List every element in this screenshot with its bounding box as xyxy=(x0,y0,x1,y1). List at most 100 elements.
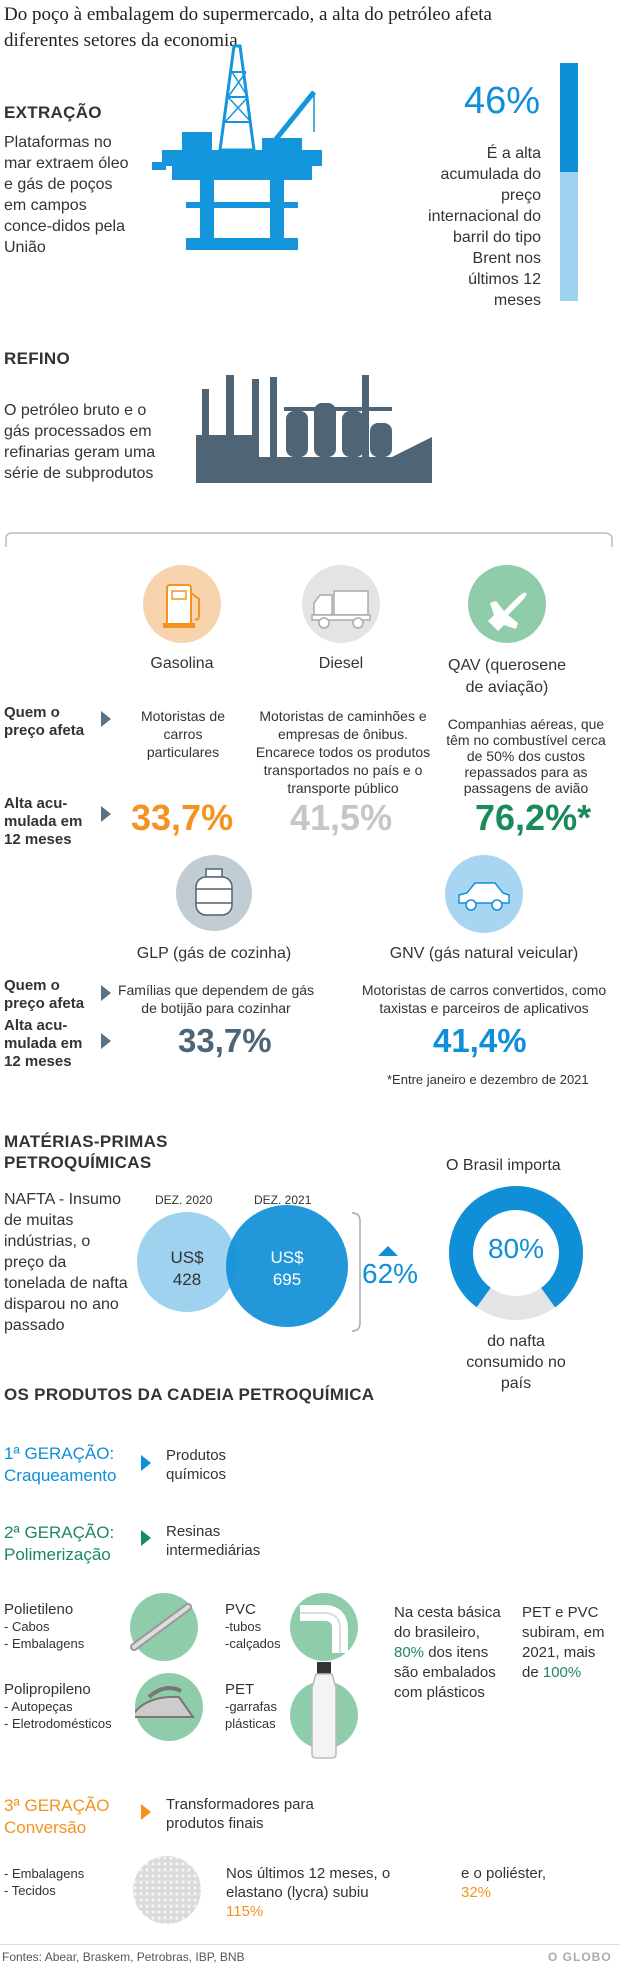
pvc-title: PVC xyxy=(225,1601,256,1618)
truck-icon xyxy=(302,565,380,643)
gen1-desc: Produtos químicos xyxy=(166,1447,227,1483)
import-text: do nafta consumido no país xyxy=(466,1333,566,1392)
footer-brand-logo: O GLOBO xyxy=(548,1950,612,1964)
poliester-pct: 32% xyxy=(461,1884,492,1901)
gen2-desc: Resinas intermediárias xyxy=(166,1523,261,1559)
fuels-footnote: *Entre janeiro e dezembro de 2021 xyxy=(387,1072,589,1087)
polietileno-title: Polietileno xyxy=(4,1601,74,1618)
gen3-arrow-icon xyxy=(141,1804,151,1820)
nafta-2021-value: US$ 695 xyxy=(270,1248,304,1289)
nafta-2020-value: US$ 428 xyxy=(170,1248,204,1289)
polipropileno-title: Polipropileno xyxy=(4,1681,91,1698)
brent-increase-bar-fill xyxy=(560,63,578,172)
row-arrow-icon xyxy=(101,1033,111,1049)
airplane-icon xyxy=(468,565,546,643)
import-label: O Brasil importa xyxy=(446,1157,561,1174)
polietileno-block: Polietileno - Cabos - Embalagens xyxy=(4,1601,84,1652)
materias-heading: MATÉRIAS-PRIMAS PETROQUÍMICAS xyxy=(4,1132,168,1172)
gen2-arrow-icon xyxy=(141,1530,151,1546)
glp-name: GLP (gás de cozinha) xyxy=(136,945,292,962)
gasolina-value: 33,7% xyxy=(131,797,234,838)
fabric-icon xyxy=(133,1856,201,1924)
gen3-item: - Tecidos xyxy=(4,1883,56,1898)
extracao-heading: EXTRAÇÃO xyxy=(4,103,102,122)
elastano-text: Nos últimos 12 meses, o elastano (lycra)… xyxy=(226,1865,391,1920)
pet-item: -garrafas xyxy=(225,1699,278,1714)
extracao-stat-text: É a alta acumulada do preço internaciona… xyxy=(428,145,541,309)
pet-item: plásticas xyxy=(225,1716,276,1731)
gen1-label: 1ª GERAÇÃO: Craqueamento xyxy=(4,1444,117,1485)
glp-who: Famílias que dependem de gás de botijão … xyxy=(117,982,315,1016)
qav-who: Companhias aéreas, que têm no combustíve… xyxy=(446,716,606,796)
row-arrow-icon xyxy=(101,711,111,727)
nafta-import-donut xyxy=(449,1186,583,1320)
nafta-2021-bubble xyxy=(226,1205,348,1327)
pet-block: PET -garrafas plásticas xyxy=(225,1681,277,1732)
row-arrow-icon xyxy=(101,985,111,1001)
diesel-value: 41,5% xyxy=(290,797,393,838)
cesta-pct: 80% xyxy=(394,1644,425,1661)
pvc-item: -calçados xyxy=(225,1636,281,1651)
nafta-bracket xyxy=(351,1212,361,1332)
refino-heading: REFINO xyxy=(4,349,71,368)
qav-value: 76,2%* xyxy=(475,797,592,838)
poliester-text: e o poliéster, 32% xyxy=(461,1865,547,1901)
polietileno-item: - Cabos xyxy=(4,1619,50,1634)
gnv-who: Motoristas de carros convertidos, como t… xyxy=(361,982,607,1016)
gas-cylinder-icon xyxy=(176,855,252,931)
refino-text: O petróleo bruto e o gás processados em … xyxy=(4,402,156,482)
bottle-icon xyxy=(311,1662,337,1759)
gen3-label: 3ª GERAÇÃO Conversão xyxy=(4,1796,110,1837)
polipropileno-item: - Eletrodomésticos xyxy=(4,1716,112,1731)
polipropileno-block: Polipropileno - Autopeças - Eletrodomést… xyxy=(4,1681,112,1732)
produtos-heading: OS PRODUTOS DA CADEIA PETROQUÍMICA xyxy=(4,1385,375,1404)
fuels-box-border xyxy=(5,532,613,547)
cable-icon xyxy=(130,1593,198,1661)
dez2020-label: DEZ. 2020 xyxy=(155,1193,213,1207)
iron-icon xyxy=(129,1673,203,1741)
nafta-2020-bubble xyxy=(137,1212,237,1312)
diesel-who: Motoristas de caminhões e empresas de ôn… xyxy=(255,708,431,796)
diesel-name: Diesel xyxy=(318,655,364,672)
row-label-afeta-2: Quem o preço afeta xyxy=(4,977,85,1012)
footer-sources: Fontes: Abear, Braskem, Petrobras, IBP, … xyxy=(2,1950,245,1964)
footer-divider xyxy=(0,1944,620,1945)
pipe-icon xyxy=(290,1593,358,1661)
import-value: 80% xyxy=(487,1233,545,1264)
pvc-item: -tubos xyxy=(225,1619,262,1634)
extracao-stat-value: 46% xyxy=(463,80,540,122)
gen3-items: - Embalagens - Tecidos xyxy=(4,1865,84,1899)
row-label-afeta-1: Quem o preço afeta xyxy=(4,704,85,739)
glp-value: 33,7% xyxy=(178,1022,272,1059)
gnv-value: 41,4% xyxy=(433,1022,527,1059)
pvc-block: PVC -tubos -calçados xyxy=(225,1601,281,1652)
polietileno-item: - Embalagens xyxy=(4,1636,85,1651)
gen2-label: 2ª GERAÇÃO: Polimerização xyxy=(4,1523,115,1564)
gen3-desc: Transformadores para produtos finais xyxy=(166,1796,314,1832)
nafta-text: NAFTA - Insumo de muitas indústrias, o p… xyxy=(4,1191,128,1334)
polipropileno-item: - Autopeças xyxy=(4,1699,73,1714)
qav-name: QAV (querosene de aviação) xyxy=(448,657,566,696)
row-label-alta-2: Alta acu-mulada em 12 meses xyxy=(4,1017,83,1070)
petpvc-text: PET e PVC subiram, em 2021, mais de 100% xyxy=(522,1604,605,1681)
car-icon xyxy=(445,855,523,933)
petpvc-pct: 100% xyxy=(542,1664,582,1681)
elastano-pct: 115% xyxy=(226,1903,264,1920)
increase-arrow-icon xyxy=(378,1246,398,1256)
nafta-increase: 62% xyxy=(362,1258,419,1289)
fuel-pump-icon xyxy=(143,565,221,643)
pet-title: PET xyxy=(225,1681,255,1698)
cesta-text: Na cesta básica do brasileiro, 80% dos i… xyxy=(394,1604,501,1701)
row-label-alta-1: Alta acu-mulada em 12 meses xyxy=(4,795,83,848)
row-arrow-icon xyxy=(101,806,111,822)
extracao-text: Plataformas no mar extraem óleo e gás de… xyxy=(4,134,129,256)
refinery-icon xyxy=(196,375,432,483)
page-title: Do poço à embalagem do supermercado, a a… xyxy=(4,4,492,51)
oil-platform-icon xyxy=(152,44,322,250)
dez2021-label: DEZ. 2021 xyxy=(254,1193,312,1207)
gen3-item: - Embalagens xyxy=(4,1866,85,1881)
gen1-arrow-icon xyxy=(141,1455,151,1471)
gnv-name: GNV (gás natural veicular) xyxy=(389,945,579,962)
gasolina-name: Gasolina xyxy=(150,655,214,672)
gasolina-who: Motoristas de carros particulares xyxy=(140,708,226,760)
